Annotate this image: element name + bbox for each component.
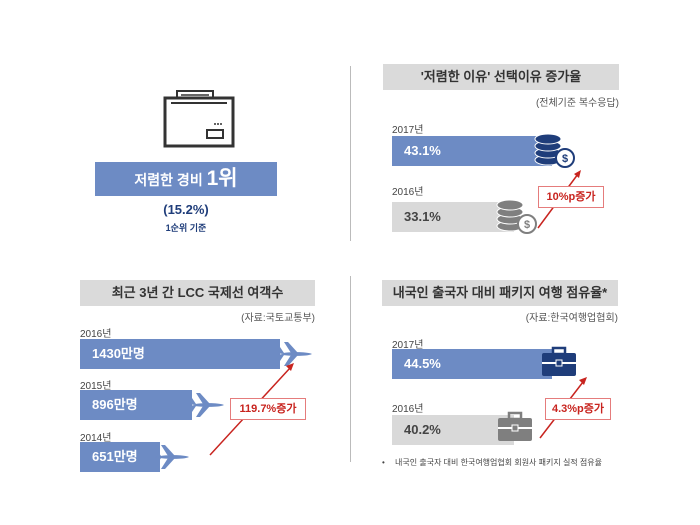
chart2-bar-0-label: 1430만명 <box>92 346 145 361</box>
divider-top <box>350 66 351 241</box>
chart3-footnote: • 내국인 출국자 대비 한국여행업협회 회원사 패키지 실적 점유율 <box>382 457 602 468</box>
svg-text:$: $ <box>524 219 530 231</box>
footnote-text: 내국인 출국자 대비 한국여행업협회 회원사 패키지 실적 점유율 <box>395 458 602 467</box>
highlight-sub: 1순위 기준 <box>165 223 207 233</box>
chart2-year-1: 2015년 <box>80 381 112 392</box>
coins-icon-gray: $ <box>496 199 537 234</box>
chart1-bar-1-label: 33.1% <box>404 209 441 224</box>
chart1-bar-0: 43.1% <box>392 136 552 166</box>
chart3-note: (자료:한국여행업협회) <box>525 313 618 324</box>
chart2-year-0: 2016년 <box>80 329 112 340</box>
chart2-annotation: 119.7%증가 <box>230 398 306 420</box>
chart2-year-2: 2014년 <box>80 433 112 444</box>
chart2-bar-1-label: 896만명 <box>92 397 138 412</box>
chart3-year-0: 2017년 <box>392 340 424 351</box>
chart2-note: (자료:국토교통부) <box>241 313 315 324</box>
divider-bottom <box>350 276 351 462</box>
footnote-bullet: • <box>382 458 385 467</box>
highlight-box: 저렴한 경비 1위 <box>95 162 277 196</box>
wallet-icon <box>163 90 235 148</box>
chart3-title: 내국인 출국자 대비 패키지 여행 점유율* <box>382 280 618 306</box>
chart3-bar-1-label: 40.2% <box>404 422 441 437</box>
chart3-bar-0-label: 44.5% <box>404 356 441 371</box>
highlight-rank: 1위 <box>206 167 238 190</box>
briefcase-icon <box>542 346 576 376</box>
chart3-year-1: 2016년 <box>392 404 424 415</box>
chart1-year-1: 2016년 <box>392 187 424 198</box>
highlight-value: (15.2%) <box>163 202 209 217</box>
airplane-icon <box>154 445 189 469</box>
chart1-bar-1: 33.1% <box>392 202 514 232</box>
chart3-bar-1: 40.2% <box>392 415 514 445</box>
chart2-bar-2: 651만명 <box>80 442 160 472</box>
chart3-bar-0: 44.5% <box>392 349 552 379</box>
chart1-year-0: 2017년 <box>392 125 424 136</box>
coins-icon: $ <box>534 133 575 168</box>
chart1-bar-0-label: 43.1% <box>404 143 441 158</box>
briefcase-icon-gray <box>498 411 532 441</box>
chart3-annotation: 4.3%p증가 <box>545 398 611 420</box>
chart2-bar-1: 896만명 <box>80 390 192 420</box>
chart2-title: 최근 3년 간 LCC 국제선 여객수 <box>80 280 315 306</box>
chart2-bar-2-label: 651만명 <box>92 449 138 464</box>
svg-text:$: $ <box>562 153 568 165</box>
chart2-bar-0: 1430만명 <box>80 339 280 369</box>
airplane-icon <box>189 393 224 417</box>
chart1-title: '저렴한 이유' 선택이유 증가율 <box>383 64 619 90</box>
chart1-annotation: 10%p증가 <box>538 186 604 208</box>
chart1-note: (전체기준 복수응답) <box>535 98 619 109</box>
airplane-icon <box>277 342 312 366</box>
highlight-title: 저렴한 경비 <box>134 172 207 188</box>
